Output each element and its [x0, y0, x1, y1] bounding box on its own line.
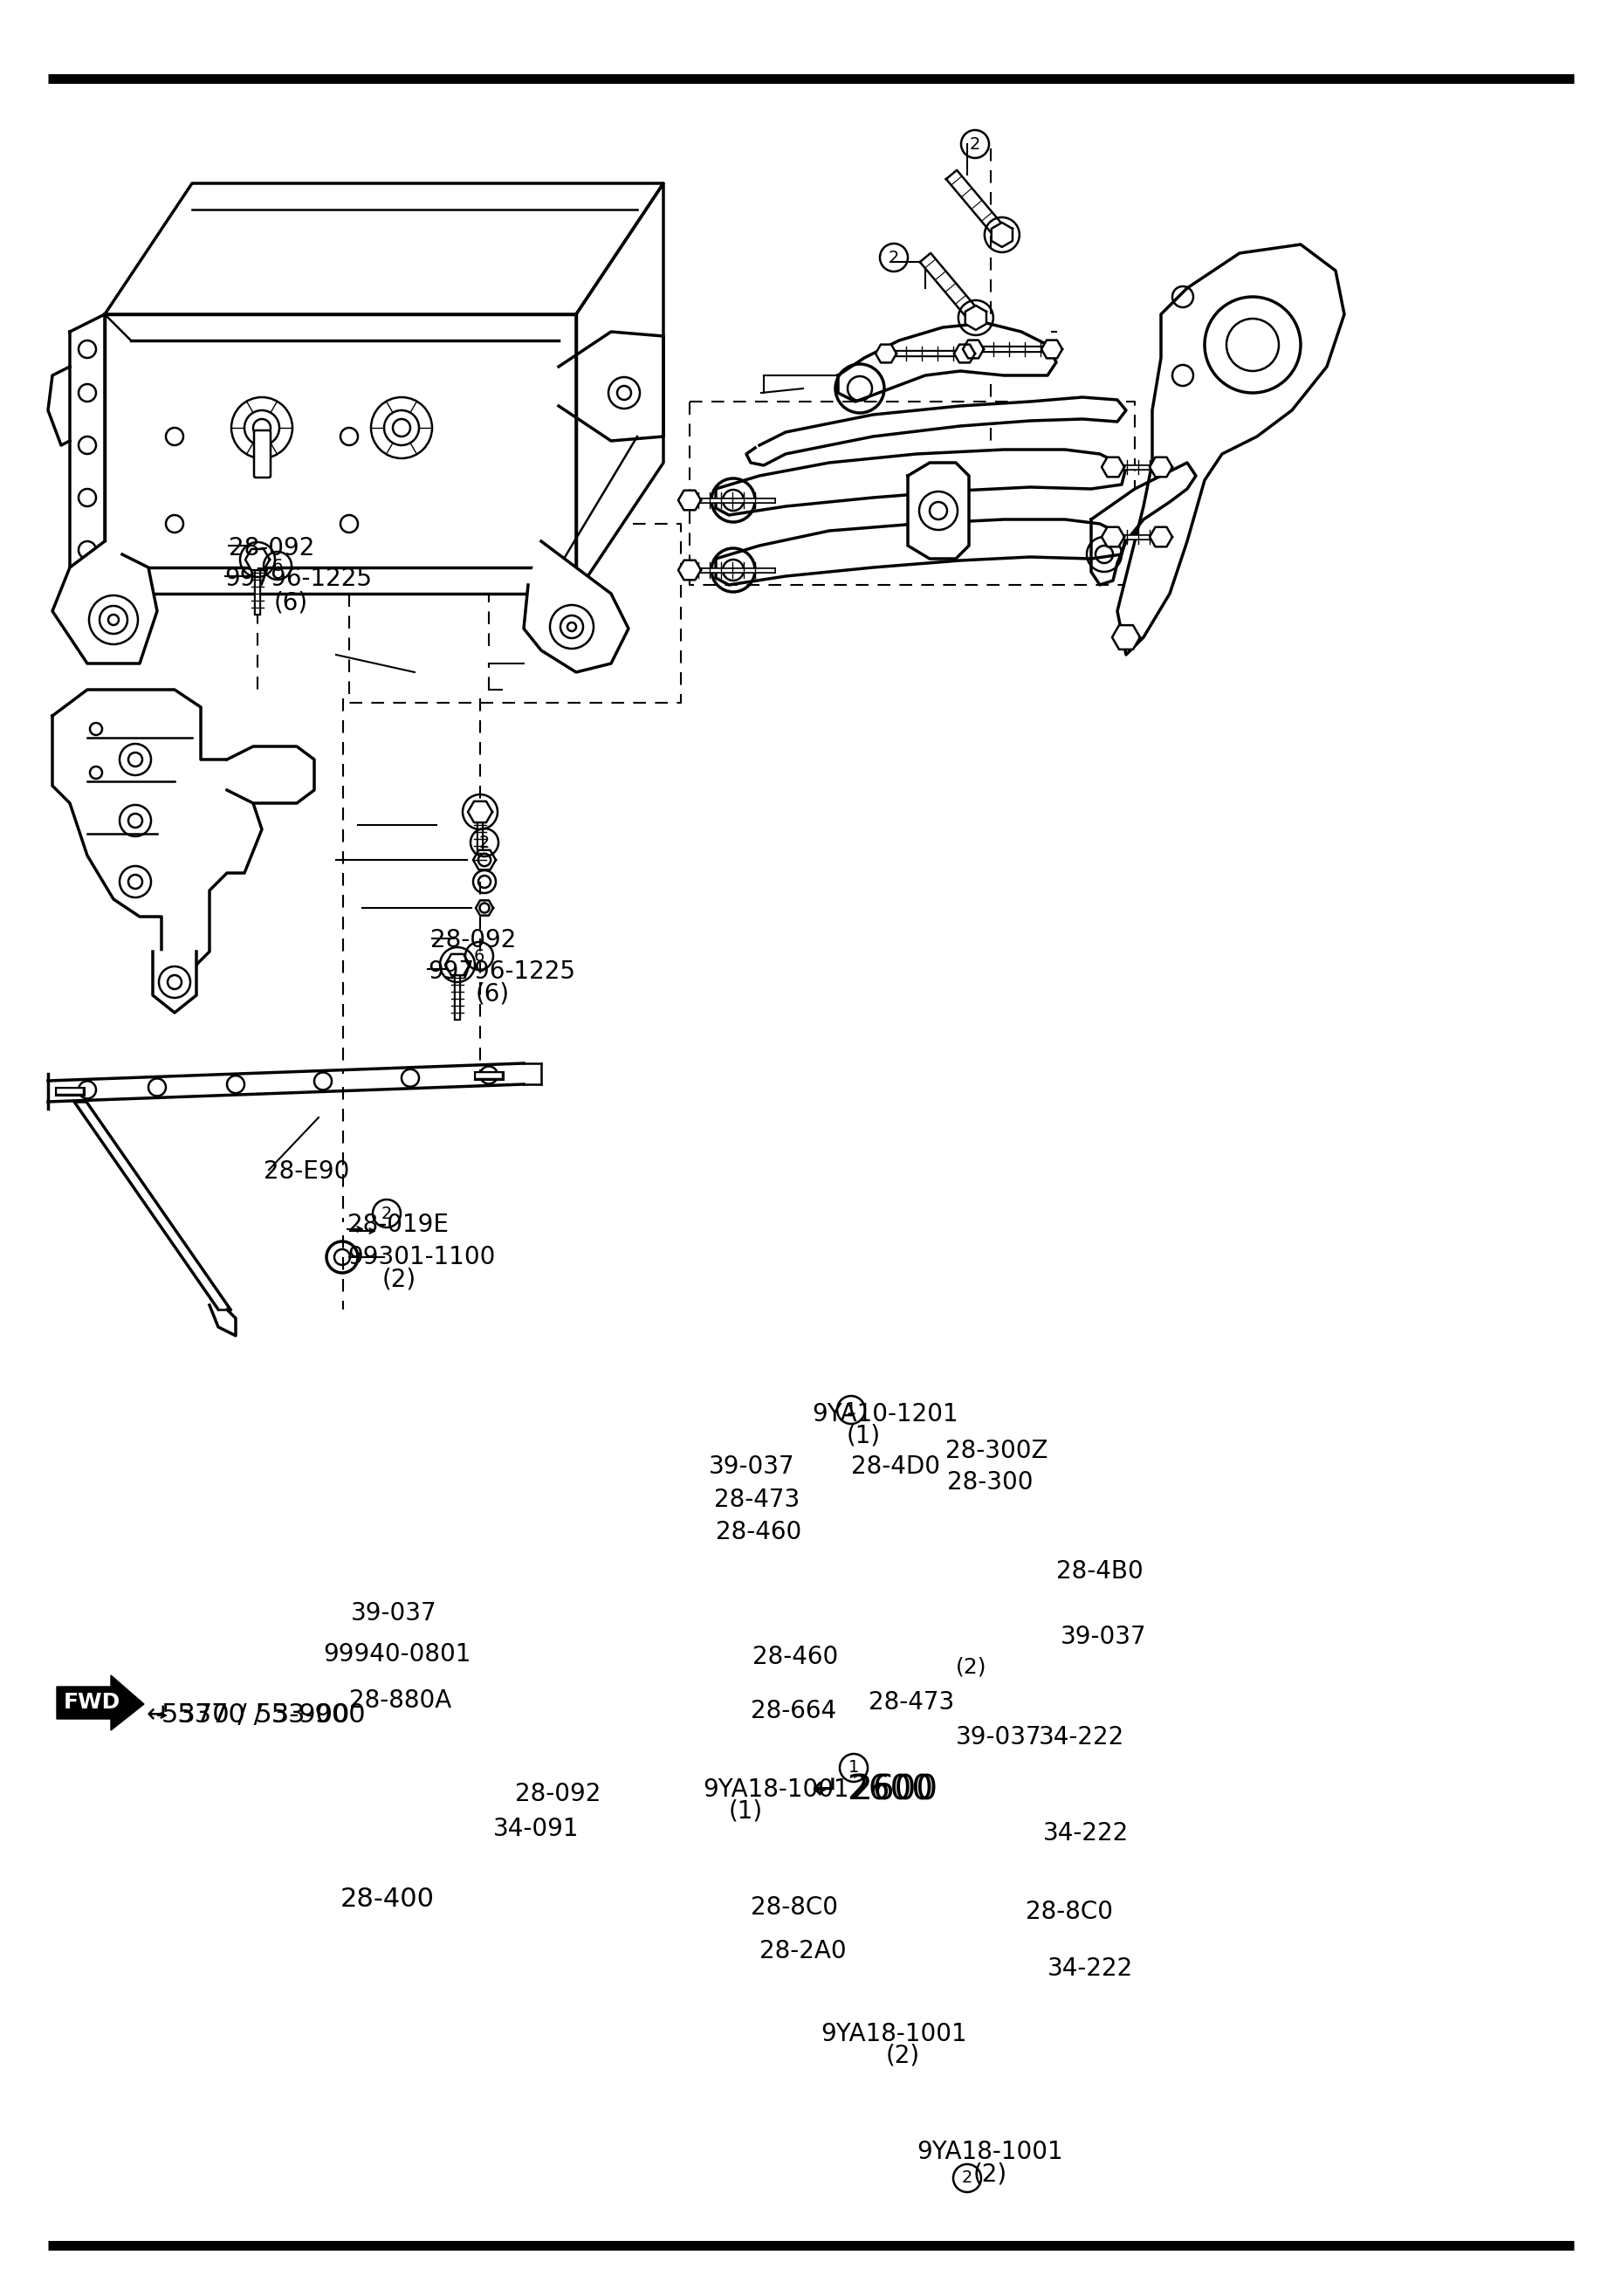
- Polygon shape: [1101, 457, 1123, 478]
- Text: 2600: 2600: [846, 1773, 932, 1807]
- Text: 28-664: 28-664: [751, 1699, 836, 1724]
- Text: 34-091: 34-091: [493, 1816, 579, 1841]
- Text: 34-222: 34-222: [1047, 1956, 1133, 1981]
- Polygon shape: [875, 344, 896, 363]
- Text: 28-400: 28-400: [340, 1885, 434, 1913]
- Polygon shape: [227, 746, 314, 804]
- Text: (2): (2): [885, 2043, 919, 2069]
- Text: 28-300Z: 28-300Z: [945, 1440, 1047, 1463]
- Text: 9YA10-1201: 9YA10-1201: [812, 1403, 958, 1426]
- Polygon shape: [152, 951, 196, 1013]
- Text: 28-E90: 28-E90: [264, 1159, 349, 1185]
- Text: 28-092: 28-092: [229, 535, 314, 560]
- Polygon shape: [75, 1102, 230, 1309]
- Text: 1: 1: [848, 1759, 859, 1777]
- Text: 28-460: 28-460: [715, 1520, 801, 1545]
- Polygon shape: [245, 549, 269, 569]
- Text: 39-037: 39-037: [955, 1724, 1041, 1750]
- Polygon shape: [1112, 625, 1140, 650]
- Polygon shape: [467, 801, 493, 822]
- Polygon shape: [746, 397, 1125, 466]
- Text: 5370 / 53-900: 5370 / 53-900: [162, 1704, 349, 1729]
- Text: 28-092: 28-092: [430, 928, 515, 953]
- Text: 39-037: 39-037: [350, 1600, 436, 1626]
- Polygon shape: [919, 253, 981, 321]
- FancyBboxPatch shape: [254, 429, 271, 478]
- Polygon shape: [575, 184, 663, 595]
- Polygon shape: [945, 170, 1007, 239]
- Text: (2): (2): [973, 2161, 1007, 2186]
- Text: 9YA18-1001: 9YA18-1001: [702, 1777, 848, 1802]
- Polygon shape: [475, 900, 493, 916]
- Polygon shape: [105, 184, 663, 315]
- Polygon shape: [473, 850, 496, 870]
- Text: 28-460: 28-460: [752, 1644, 838, 1669]
- Text: 9YA18-1001: 9YA18-1001: [916, 2140, 1062, 2165]
- Text: 28-473: 28-473: [869, 1690, 953, 1715]
- Text: 28-4B0: 28-4B0: [1055, 1559, 1143, 1584]
- Text: 28-473: 28-473: [713, 1488, 799, 1513]
- Polygon shape: [1101, 528, 1123, 546]
- Text: 34-222: 34-222: [1037, 1724, 1123, 1750]
- Polygon shape: [715, 519, 1125, 585]
- Text: 99301-1100: 99301-1100: [347, 1244, 494, 1270]
- Polygon shape: [105, 315, 575, 595]
- Text: 2: 2: [478, 833, 490, 852]
- Text: ↵ 5370 / 53-900: ↵ 5370 / 53-900: [146, 1704, 365, 1729]
- Polygon shape: [1149, 528, 1172, 546]
- Text: (2): (2): [955, 1658, 986, 1678]
- Text: 28-8C0: 28-8C0: [751, 1894, 838, 1919]
- Text: 1: 1: [845, 1401, 856, 1419]
- Text: 6: 6: [473, 948, 485, 964]
- Polygon shape: [908, 464, 968, 558]
- Polygon shape: [1091, 464, 1195, 585]
- Polygon shape: [678, 491, 700, 510]
- Text: 6: 6: [272, 558, 282, 574]
- Polygon shape: [1117, 243, 1344, 654]
- Polygon shape: [953, 344, 974, 363]
- Text: (1): (1): [846, 1424, 880, 1449]
- Text: (2): (2): [383, 1267, 417, 1290]
- Text: 28-2A0: 28-2A0: [759, 1938, 846, 1963]
- Polygon shape: [1149, 457, 1172, 478]
- Text: (6): (6): [475, 980, 509, 1006]
- Polygon shape: [524, 542, 629, 673]
- Polygon shape: [52, 542, 157, 664]
- Text: 28-880A: 28-880A: [349, 1688, 451, 1713]
- Polygon shape: [838, 324, 1055, 402]
- Polygon shape: [963, 340, 984, 358]
- Text: 99796-1225: 99796-1225: [224, 567, 371, 590]
- Polygon shape: [52, 689, 261, 969]
- Text: (6): (6): [274, 590, 308, 615]
- Polygon shape: [715, 450, 1125, 514]
- Text: 99940-0801: 99940-0801: [323, 1642, 470, 1667]
- Polygon shape: [964, 305, 986, 331]
- Text: 2: 2: [961, 2170, 973, 2186]
- Text: 9YA18-1001: 9YA18-1001: [820, 2023, 966, 2046]
- Polygon shape: [990, 223, 1012, 248]
- Polygon shape: [1041, 340, 1062, 358]
- Text: 34-222: 34-222: [1042, 1821, 1128, 1846]
- Text: 28-092: 28-092: [515, 1782, 600, 1807]
- Text: (1): (1): [728, 1800, 762, 1823]
- Polygon shape: [57, 1676, 144, 1731]
- Polygon shape: [678, 560, 700, 581]
- Text: 28-4D0: 28-4D0: [851, 1453, 940, 1479]
- Text: ↵ 2600: ↵ 2600: [812, 1773, 937, 1807]
- Text: 28-300: 28-300: [947, 1469, 1033, 1495]
- Text: 28-8C0: 28-8C0: [1024, 1899, 1112, 1924]
- Text: 2: 2: [969, 135, 981, 152]
- Text: 39-037: 39-037: [1060, 1626, 1146, 1649]
- Text: 28-019E: 28-019E: [347, 1212, 449, 1238]
- Text: 39-037: 39-037: [708, 1453, 794, 1479]
- Text: 99796-1225: 99796-1225: [428, 960, 575, 985]
- Text: FWD: FWD: [63, 1692, 120, 1713]
- Polygon shape: [444, 955, 470, 976]
- Text: 2: 2: [888, 250, 898, 266]
- Text: 2: 2: [381, 1205, 392, 1221]
